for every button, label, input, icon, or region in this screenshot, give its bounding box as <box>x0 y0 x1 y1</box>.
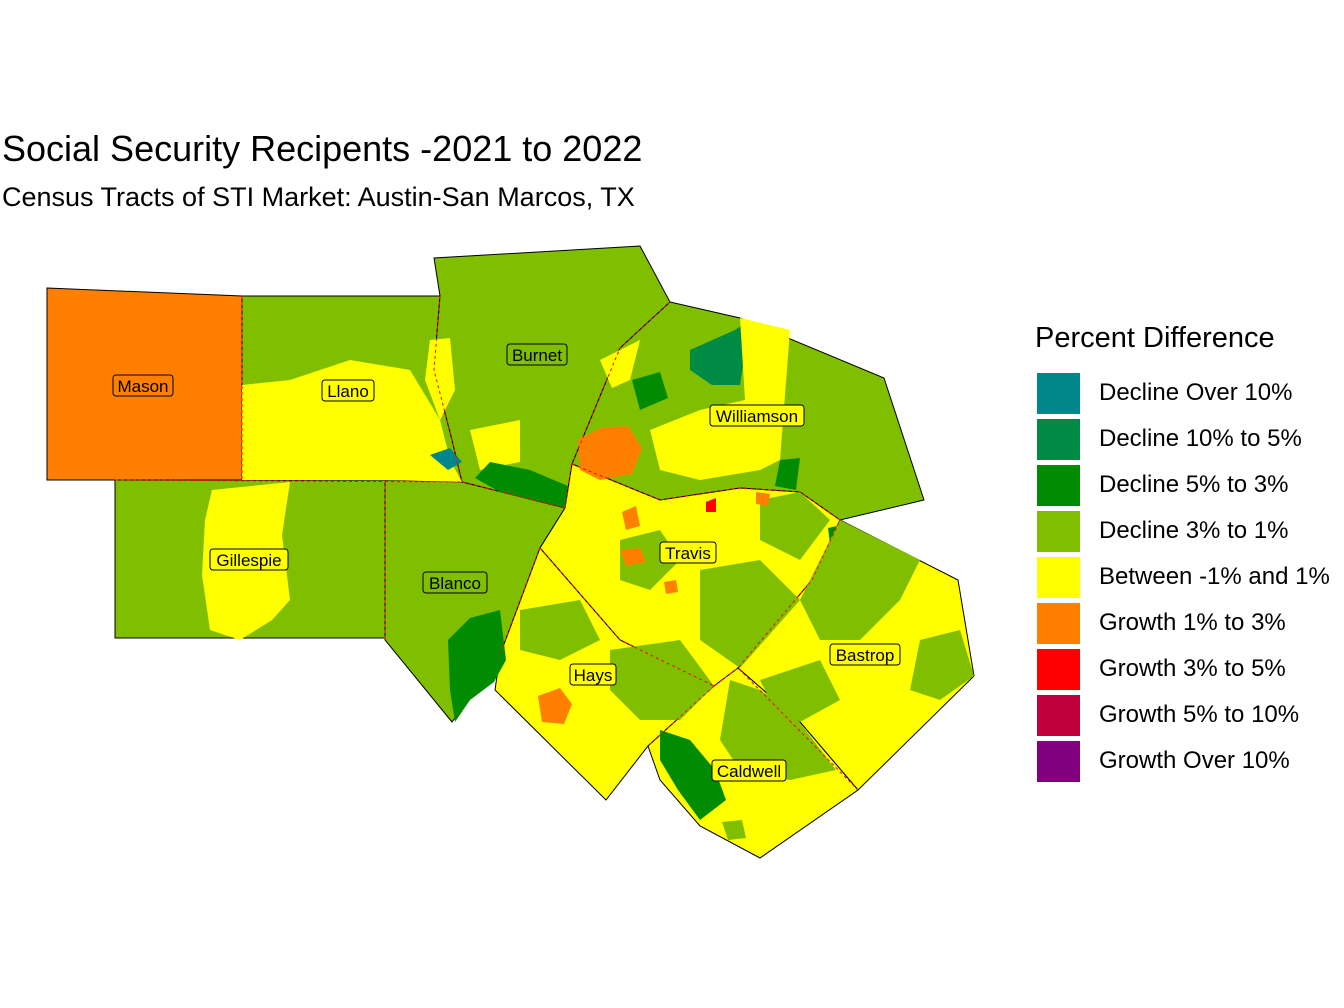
legend-item: Decline 5% to 3% <box>1037 462 1330 508</box>
legend-title: Percent Difference <box>1035 322 1275 354</box>
map-title: Social Security Recipents -2021 to 2022 <box>2 128 643 169</box>
svg-text:Hays: Hays <box>574 666 613 685</box>
label-llano: Llano <box>321 379 375 402</box>
legend-label: Decline Over 10% <box>1099 379 1293 406</box>
legend-item: Growth 1% to 3% <box>1037 600 1330 646</box>
label-travis: Travis <box>659 541 717 564</box>
legend-label: Growth Over 10% <box>1099 747 1290 774</box>
label-blanco: Blanco <box>422 571 488 594</box>
legend-label: Growth 3% to 5% <box>1099 655 1286 682</box>
label-gillespie: Gillespie <box>209 548 289 571</box>
legend-swatch <box>1037 602 1080 644</box>
svg-text:Blanco: Blanco <box>429 574 481 593</box>
label-caldwell: Caldwell <box>711 759 787 782</box>
legend-item: Between -1% and 1% <box>1037 554 1330 600</box>
legend-item: Decline 10% to 5% <box>1037 416 1330 462</box>
county-labels: Mason Llano Burnet Williamson Gillespie … <box>112 343 901 782</box>
legend-swatch <box>1037 464 1080 506</box>
legend-swatch <box>1037 418 1080 460</box>
legend-item: Decline 3% to 1% <box>1037 508 1330 554</box>
legend-label: Between -1% and 1% <box>1099 563 1330 590</box>
legend-label: Decline 5% to 3% <box>1099 471 1289 498</box>
legend-swatch <box>1037 556 1080 598</box>
county-borders <box>114 295 859 791</box>
label-mason: Mason <box>112 374 174 397</box>
legend-swatch <box>1037 372 1080 414</box>
legend-swatch <box>1037 694 1080 736</box>
legend-label: Decline 10% to 5% <box>1099 425 1302 452</box>
svg-text:Bastrop: Bastrop <box>836 646 895 665</box>
svg-text:Caldwell: Caldwell <box>717 762 781 781</box>
legend-label: Decline 3% to 1% <box>1099 517 1289 544</box>
svg-text:Mason: Mason <box>117 377 168 396</box>
legend-label: Growth 1% to 3% <box>1099 609 1286 636</box>
legend-item: Decline Over 10% <box>1037 370 1330 416</box>
label-burnet: Burnet <box>506 343 568 366</box>
legend-label: Growth 5% to 10% <box>1099 701 1300 728</box>
map-subtitle: Census Tracts of STI Market: Austin-San … <box>2 182 635 212</box>
legend-swatch <box>1037 648 1080 690</box>
svg-text:Travis: Travis <box>665 544 711 563</box>
choropleth-map: Mason Llano Burnet Williamson Gillespie … <box>46 245 975 859</box>
label-bastrop: Bastrop <box>829 643 901 666</box>
svg-text:Gillespie: Gillespie <box>216 551 281 570</box>
label-hays: Hays <box>569 663 617 686</box>
legend-item: Growth 5% to 10% <box>1037 692 1330 738</box>
label-williamson: Williamson <box>709 404 805 427</box>
legend-swatch <box>1037 510 1080 552</box>
legend: Decline Over 10% Decline 10% to 5% Decli… <box>1037 370 1330 784</box>
legend-swatch <box>1037 740 1080 782</box>
svg-text:Burnet: Burnet <box>512 346 562 365</box>
tract-patches <box>202 318 974 840</box>
svg-text:Llano: Llano <box>327 382 369 401</box>
legend-item: Growth 3% to 5% <box>1037 646 1330 692</box>
svg-text:Williamson: Williamson <box>716 407 798 426</box>
legend-item: Growth Over 10% <box>1037 738 1330 784</box>
